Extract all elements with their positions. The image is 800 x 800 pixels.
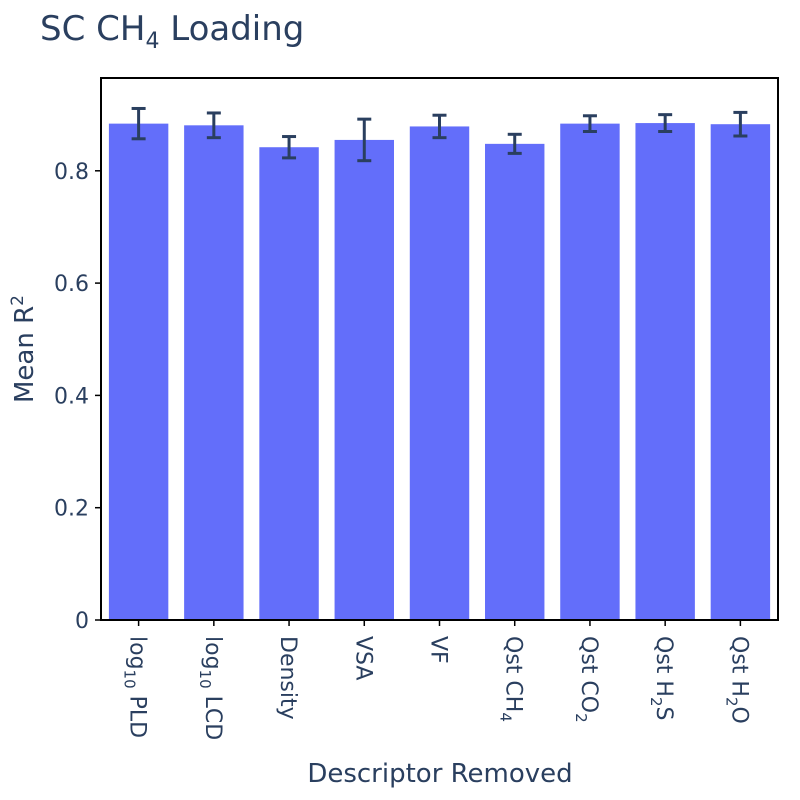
chart-title-rest: Loading	[159, 9, 304, 49]
x-tick-label-part: O	[726, 707, 751, 724]
x-tick-label: log10 LCD	[196, 636, 225, 740]
x-tick-label: Qst H2O	[722, 636, 751, 724]
x-tick-label-part: 10	[121, 670, 139, 689]
y-tick-label: 0.6	[54, 272, 89, 297]
x-tick-label-part: log	[200, 636, 225, 670]
y-tick-label: 0	[75, 609, 89, 634]
y-axis-title-main: Mean R	[10, 306, 40, 403]
y-tick-label: 0.4	[54, 384, 89, 409]
error-bar	[507, 132, 522, 155]
error-bar	[131, 106, 146, 141]
x-tick-label-part: PLD	[125, 689, 150, 738]
error-bar	[432, 113, 447, 140]
y-axis: 0 0.2 0.4 0.6 0.8	[54, 160, 101, 634]
bar	[409, 126, 470, 620]
x-tick-label: VSA	[350, 636, 375, 680]
x-tick-label-part: 10	[196, 670, 214, 689]
chart-title-subscript: 4	[145, 29, 159, 54]
x-tick-label: Qst CO2	[572, 636, 601, 723]
x-tick-label-part: LCD	[200, 689, 225, 741]
error-bar	[658, 113, 673, 133]
y-axis-title: Mean R2	[8, 295, 40, 403]
x-tick-label-part: 4	[497, 712, 515, 722]
x-axis-title: Descriptor Removed	[307, 759, 572, 789]
x-tick-label-part: Density	[275, 636, 300, 720]
chart-title-main: SC CH	[40, 9, 145, 49]
x-tick-label-part: Qst CO	[576, 636, 601, 713]
error-bar	[206, 111, 221, 140]
y-tick-label: 0.8	[54, 160, 89, 185]
bar	[560, 123, 620, 620]
x-tick-label-part: 2	[647, 697, 665, 707]
x-tick-label-part: 2	[572, 713, 590, 723]
bar	[710, 124, 771, 620]
bars-layer	[108, 106, 771, 621]
x-tick-label-part: log	[125, 636, 150, 670]
x-tick-label-part: S	[651, 707, 676, 721]
bar	[184, 125, 244, 620]
error-bar	[582, 114, 597, 133]
error-bar	[733, 110, 748, 138]
bar	[635, 123, 695, 620]
x-tick-label: VF	[426, 636, 451, 664]
x-tick-label: log10 PLD	[121, 636, 150, 738]
error-bar	[282, 135, 297, 160]
x-tick-label: Qst CH4	[497, 636, 526, 722]
x-tick-label-part: Qst H	[651, 636, 676, 697]
bar	[259, 147, 319, 620]
x-tick-label-part: VF	[426, 636, 451, 664]
chart-title: SC CH4 Loading	[40, 9, 304, 54]
x-tick-label: Density	[275, 636, 300, 720]
bar	[108, 123, 169, 620]
error-bar	[357, 117, 372, 163]
x-tick-label-part: Qst H	[726, 636, 751, 697]
x-tick-label: Qst H2S	[647, 636, 676, 720]
bar	[334, 139, 394, 621]
x-tick-label-part: VSA	[350, 636, 375, 680]
y-tick-label: 0.2	[54, 497, 89, 522]
bar	[485, 143, 545, 620]
x-tick-label-part: 2	[722, 697, 740, 707]
x-tick-label-part: Qst CH	[501, 636, 526, 712]
y-axis-title-superscript: 2	[8, 295, 28, 306]
